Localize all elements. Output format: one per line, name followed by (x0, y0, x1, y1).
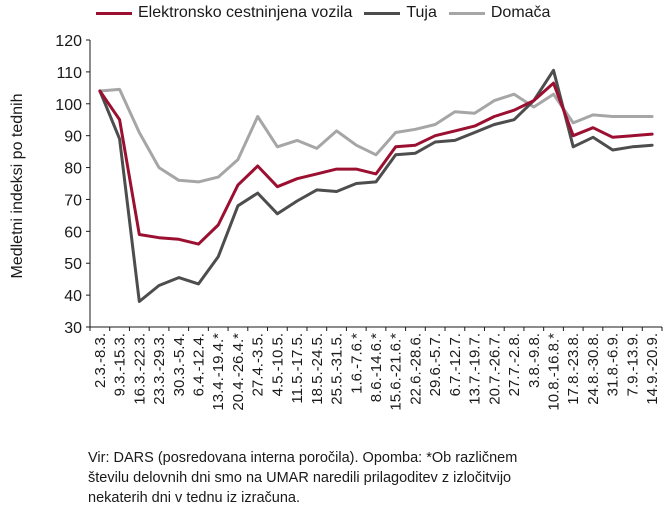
x-tick-label: 29.6.-5.7. (427, 333, 444, 396)
x-tick-label: 1.6.-7.6.* (348, 333, 365, 394)
x-tick-label: 6.4.-12.4. (190, 333, 207, 396)
x-tick-label: 9.3.-15.3. (112, 333, 129, 396)
series-line-1 (98, 68, 654, 303)
y-axis-label: Medletni indeksi po tednih (9, 93, 26, 278)
x-tick-label: 20.4.-26.4.* (230, 333, 247, 411)
series-layer (98, 68, 654, 303)
x-tick-label: 2.3.-8.3. (92, 333, 109, 388)
legend-item-domaca: Domača (448, 4, 551, 22)
legend-swatch-elektronsko (96, 11, 132, 15)
x-tick-label: 27.4.-3.5. (250, 333, 267, 396)
x-tick-label: 20.7.-26.7. (486, 333, 503, 405)
legend-item-elektronsko: Elektronsko cestninjena vozila (96, 4, 352, 22)
y-tick-label: 40 (64, 288, 82, 305)
x-tick-label: 3.8.-9.8. (526, 333, 543, 388)
source-line-3: nekaterih dni v tednu iz izračuna. (88, 490, 300, 506)
y-tick-label: 60 (64, 224, 82, 241)
legend-label-elektronsko: Elektronsko cestninjena vozila (138, 4, 353, 21)
x-tick-label: 13.7.-19.7. (467, 333, 484, 405)
line-chart: 30 40 50 60 70 80 90 100 110 120 2.3.-8.3. 9.3.-15… (9, 33, 663, 411)
x-tick-label: 14.9.-20.9. (644, 333, 661, 405)
x-tick-label: 25.5.-31.5. (329, 333, 346, 405)
y-tick-label: 30 (64, 320, 82, 337)
x-tick-label: 27.7.-2.8. (506, 333, 523, 396)
x-tick-label: 17.8.-23.8. (565, 333, 582, 405)
x-tick-label: 18.5.-24.5. (309, 333, 326, 405)
x-tick-label: 8.6.-14.6.* (368, 333, 385, 402)
x-tick-label: 15.6.-21.6.* (388, 333, 405, 411)
y-tick-label: 70 (64, 192, 82, 209)
y-tick-label: 100 (55, 97, 82, 114)
x-tick-label: 16.3.-22.3. (131, 333, 148, 405)
x-tick-label: 23.3.-29.3. (151, 333, 168, 405)
y-tick-label: 50 (64, 256, 82, 273)
y-tick-label: 110 (56, 65, 82, 82)
legend-item-tuja: Tuja (364, 4, 437, 22)
y-tick-label: 90 (64, 129, 82, 146)
y-tick-label: 120 (55, 33, 82, 50)
x-tick-label: 10.8.-16.8.* (546, 333, 563, 411)
source-line-1: Vir: DARS (posredovana interna poročila)… (88, 450, 518, 466)
legend-label-domaca: Domača (490, 4, 551, 21)
legend-swatch-domaca (448, 11, 485, 15)
x-tick-label: 31.8.-6.9. (605, 333, 622, 396)
y-axis: 30 40 50 60 70 80 90 100 110 120 (55, 33, 91, 337)
x-tick-label: 30.3.-5.4. (171, 333, 188, 396)
legend-swatch-tuja (364, 11, 401, 15)
source-note: Vir: DARS (posredovana interna poročila)… (88, 448, 658, 508)
x-tick-label: 4.5.-10.5. (269, 333, 286, 396)
x-tick-label: 24.8.-30.8. (585, 333, 602, 405)
x-axis: 2.3.-8.3. 9.3.-15.3. 16.3.-22.3. 23.3.-29.3… (89, 326, 663, 411)
series-line-0 (98, 81, 654, 246)
x-tick-label: 11.5.-17.5. (289, 333, 306, 404)
x-tick-label: 7.9.-13.9. (624, 333, 641, 396)
x-tick-label: 13.4.-19.4.* (210, 333, 227, 411)
x-tick-label: 6.7.-12.7. (447, 333, 464, 396)
source-line-2: številu delovnih dni smo na UMAR naredil… (88, 470, 512, 486)
legend-label-tuja: Tuja (406, 4, 437, 21)
x-tick-label: 22.6.-28.6. (407, 333, 424, 405)
y-tick-label: 80 (64, 161, 82, 178)
legend: Elektronsko cestninjena vozila Tuja Doma… (96, 4, 562, 22)
